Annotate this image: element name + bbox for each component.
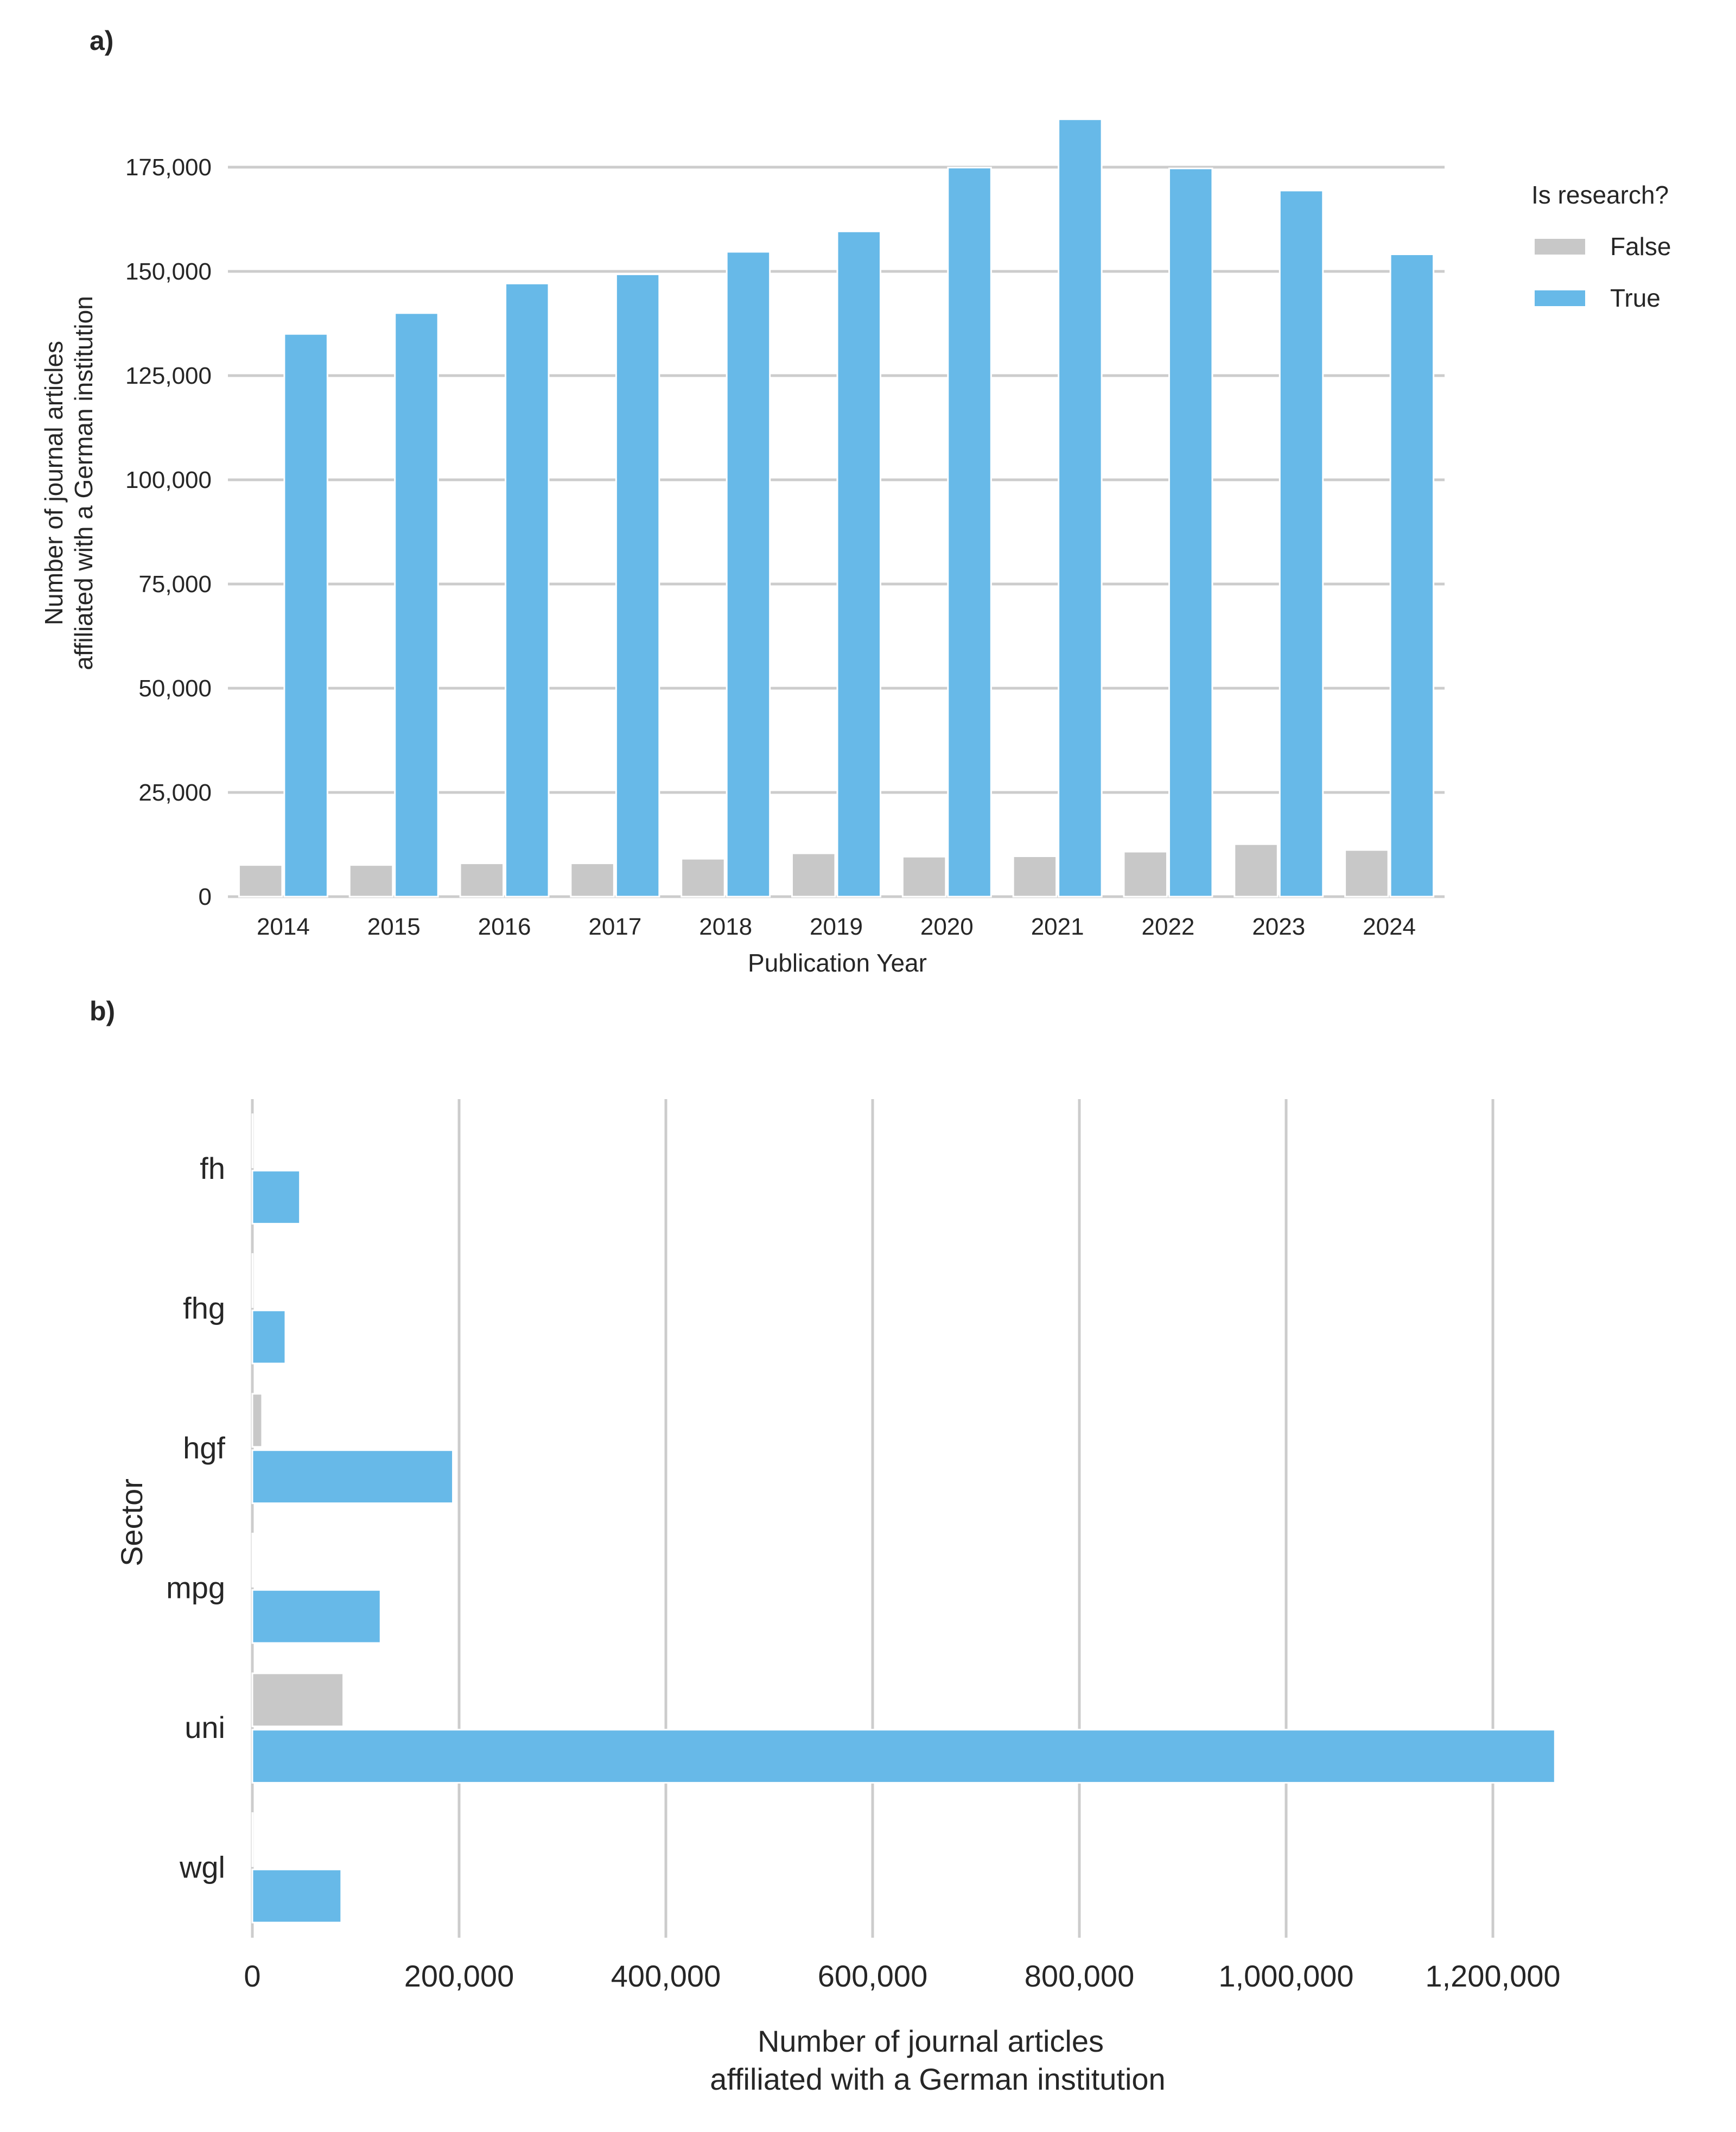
legend: Is research? False True	[1531, 181, 1671, 312]
bar-false-2024	[1344, 849, 1389, 898]
y-tick-label: wgl	[179, 1850, 225, 1884]
x-tick-label: 2019	[810, 913, 863, 940]
x-tick-label: 600,000	[818, 1959, 927, 1993]
x-tick-label: 800,000	[1025, 1959, 1134, 1993]
y-tick-label: 175,000	[125, 154, 212, 181]
x-tick-label: 2015	[367, 913, 421, 940]
chart-a-ylabel-line2: affiliated with a German institution	[69, 296, 98, 670]
x-tick-label: 0	[244, 1959, 260, 1993]
x-tick-label: 2022	[1142, 913, 1195, 940]
legend-label-false: False	[1610, 232, 1671, 261]
x-tick-label: 2024	[1363, 913, 1416, 940]
bar-false-2018	[681, 858, 726, 898]
y-tick-label: hgf	[183, 1431, 225, 1465]
x-tick-label: 200,000	[404, 1959, 514, 1993]
bar-false-mpg	[251, 1532, 255, 1588]
bar-true-2016	[505, 282, 550, 898]
x-tick-label: 1,000,000	[1218, 1959, 1353, 1993]
y-tick-label: 125,000	[125, 363, 212, 389]
y-tick-label: 50,000	[138, 675, 212, 702]
bar-false-2015	[348, 864, 394, 898]
bar-false-wgl	[251, 1812, 254, 1867]
bar-true-mpg	[251, 1589, 381, 1644]
y-tick-label: 25,000	[138, 779, 212, 806]
x-tick-label: 2016	[478, 913, 531, 940]
legend-label-true: True	[1610, 284, 1661, 312]
y-tick-label: fhg	[183, 1291, 225, 1325]
bar-true-2019	[836, 230, 881, 898]
y-tick-label: 150,000	[125, 258, 212, 285]
y-tick-label: 100,000	[125, 467, 212, 493]
x-tick-label: 2017	[588, 913, 641, 940]
bar-true-2018	[726, 251, 771, 898]
bar-true-fh	[251, 1170, 301, 1225]
chart-a-xlabel: Publication Year	[748, 949, 927, 977]
y-tick-label: mpg	[166, 1570, 225, 1604]
bar-false-2020	[901, 855, 947, 898]
bar-false-2021	[1012, 855, 1058, 898]
bar-true-2023	[1279, 189, 1324, 898]
bar-false-uni	[251, 1672, 345, 1728]
legend-swatch-false	[1535, 239, 1585, 255]
x-tick-label: 400,000	[611, 1959, 721, 1993]
x-tick-label: 2018	[699, 913, 752, 940]
bar-false-2017	[570, 862, 615, 898]
y-tick-label: 75,000	[138, 571, 212, 598]
x-tick-label: 2014	[257, 913, 310, 940]
panel-a-label: a)	[90, 26, 113, 56]
bar-false-2019	[791, 852, 836, 898]
bar-false-hgf	[251, 1393, 263, 1448]
bar-true-2024	[1389, 253, 1435, 898]
bar-false-fhg	[251, 1253, 254, 1308]
bar-false-2014	[238, 864, 283, 898]
bar-true-2017	[615, 273, 660, 898]
chart-b-ylabel: Sector	[115, 1479, 149, 1566]
chart-b-xlabel-line1: Number of journal articles	[758, 2024, 1104, 2058]
x-tick-label: 2020	[920, 913, 974, 940]
chart-b-xlabel-line2: affiliated with a German institution	[710, 2062, 1165, 2096]
bar-true-2020	[947, 167, 992, 898]
y-tick-label: uni	[185, 1710, 225, 1744]
bar-true-2022	[1168, 167, 1213, 898]
bar-false-2023	[1233, 843, 1279, 898]
bar-false-2016	[459, 862, 505, 898]
bar-true-wgl	[251, 1868, 342, 1924]
x-tick-label: 2023	[1252, 913, 1305, 940]
legend-swatch-true	[1535, 290, 1585, 306]
x-tick-label: 2021	[1031, 913, 1084, 940]
bar-true-2014	[283, 333, 328, 898]
bar-true-2021	[1058, 118, 1103, 898]
x-tick-label: 1,200,000	[1425, 1959, 1560, 1993]
bar-true-fhg	[251, 1309, 287, 1365]
bar-false-fh	[251, 1113, 254, 1169]
y-tick-label: 0	[199, 884, 212, 910]
bar-true-hgf	[251, 1449, 454, 1505]
bar-true-2015	[394, 312, 439, 898]
bar-true-uni	[251, 1729, 1556, 1784]
y-tick-label: fh	[200, 1151, 225, 1185]
bar-false-2022	[1123, 851, 1168, 898]
chart-a-ylabel-line1: Number of journal articles	[40, 341, 68, 625]
legend-title: Is research?	[1531, 181, 1669, 209]
panel-b-label: b)	[90, 996, 115, 1026]
